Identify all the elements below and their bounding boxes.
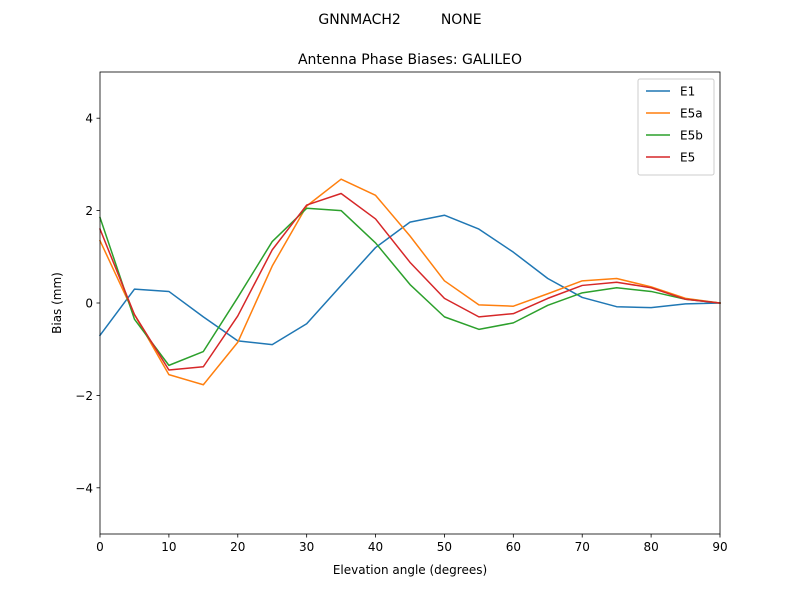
y-tick-label: −4 — [75, 481, 93, 495]
chart-title: Antenna Phase Biases: GALILEO — [298, 52, 522, 68]
y-tick-label: 0 — [85, 297, 93, 311]
chart-suptitle: GNNMACH2 NONE — [318, 12, 481, 28]
legend-label-e5: E5 — [680, 151, 695, 165]
legend-box — [637, 78, 715, 176]
x-tick-label: 10 — [161, 540, 176, 554]
legend-label-e1: E1 — [680, 85, 695, 99]
x-tick-label: 50 — [437, 540, 452, 554]
x-tick-label: 30 — [299, 540, 314, 554]
x-tick-label: 20 — [230, 540, 245, 554]
x-tick-label: 90 — [712, 540, 727, 554]
y-tick-label: 2 — [85, 204, 93, 218]
y-axis-label: Bias (mm) — [50, 272, 64, 334]
x-axis-label: Elevation angle (degrees) — [333, 563, 487, 577]
x-tick-label: 70 — [575, 540, 590, 554]
y-tick-label: −2 — [75, 389, 93, 403]
series-line-e5a — [99, 178, 721, 386]
series-line-e5b — [99, 207, 721, 367]
legend-label-e5b: E5b — [680, 129, 703, 143]
x-tick-label: 0 — [96, 540, 104, 554]
series-line-e1 — [98, 214, 721, 346]
series-layer — [98, 178, 721, 386]
axes-layer: 0 10 20 30 40 50 60 70 80 90 −4 −2 0 2 4 — [75, 71, 728, 554]
legend-label-e5a: E5a — [680, 107, 703, 121]
x-tick-label: 60 — [506, 540, 521, 554]
x-tick-label: 80 — [643, 540, 658, 554]
series-line-e5 — [99, 192, 721, 371]
x-tick-label: 40 — [368, 540, 383, 554]
y-tick-label: 4 — [85, 112, 93, 126]
plot-area — [100, 72, 720, 534]
legend: E1 E5a E5b E5 — [637, 78, 715, 176]
